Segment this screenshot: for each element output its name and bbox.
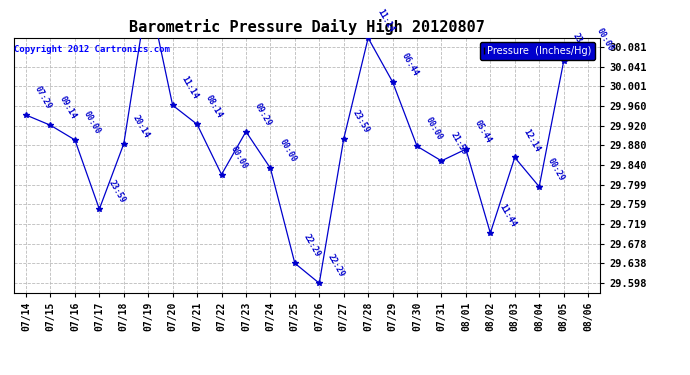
Text: 07:29: 07:29	[33, 85, 53, 111]
Text: 00:00: 00:00	[228, 144, 249, 170]
Text: 10:44: 10:44	[0, 374, 1, 375]
Text: 11:14: 11:14	[375, 8, 395, 34]
Text: 00:29: 00:29	[546, 156, 566, 183]
Text: 06:44: 06:44	[400, 51, 420, 78]
Text: 22:29: 22:29	[302, 233, 322, 259]
Text: 00:00: 00:00	[82, 110, 102, 136]
Text: 22:29: 22:29	[326, 253, 346, 279]
Text: Copyright 2012 Cartronics.com: Copyright 2012 Cartronics.com	[14, 45, 170, 54]
Text: 12:14: 12:14	[522, 127, 542, 153]
Text: 05:44: 05:44	[473, 119, 493, 145]
Text: 11:44: 11:44	[497, 203, 518, 229]
Text: 00:00: 00:00	[424, 116, 444, 142]
Text: 09:29: 09:29	[253, 101, 273, 128]
Text: 09:14: 09:14	[57, 95, 78, 121]
Text: 23:59: 23:59	[571, 31, 591, 57]
Title: Barometric Pressure Daily High 20120807: Barometric Pressure Daily High 20120807	[129, 19, 485, 35]
Text: 00:00: 00:00	[277, 138, 297, 164]
Text: 08:14: 08:14	[204, 94, 224, 120]
Text: 00:00: 00:00	[595, 26, 615, 53]
Text: 23:59: 23:59	[106, 179, 126, 205]
Text: 11:14: 11:14	[179, 75, 200, 101]
Text: 23:59: 23:59	[351, 109, 371, 135]
Text: 20:14: 20:14	[130, 114, 151, 140]
Text: 21:59: 21:59	[448, 130, 469, 157]
Legend: Pressure  (Inches/Hg): Pressure (Inches/Hg)	[480, 42, 595, 60]
